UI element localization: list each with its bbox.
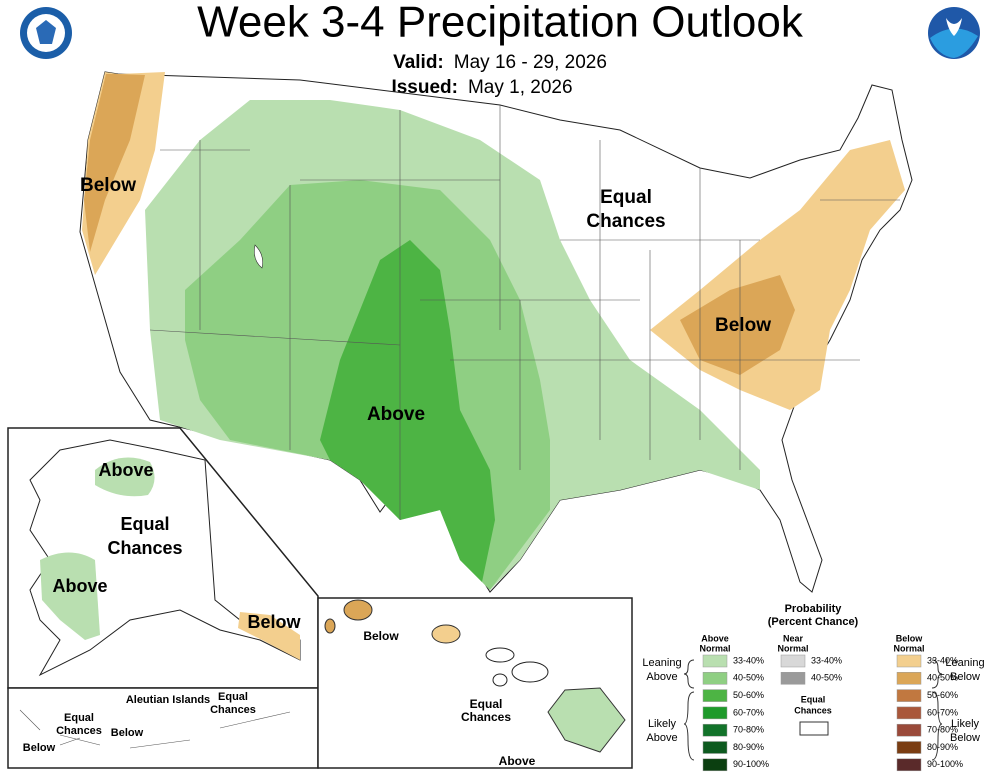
legend-item-label: 40-50% xyxy=(927,673,958,683)
legend-item-label: 50-60% xyxy=(927,690,958,700)
valid-dates: May 16 - 29, 2026 xyxy=(454,52,607,73)
alaska-inset xyxy=(7,427,319,769)
region-label: Chances xyxy=(586,211,665,232)
region-label: Above xyxy=(499,754,536,768)
legend-item-label: 50-60% xyxy=(733,690,764,700)
legend-swatch xyxy=(896,758,922,772)
legend-item-label: 80-90% xyxy=(733,742,764,752)
legend-swatch xyxy=(896,706,922,720)
legend-swatch xyxy=(702,654,728,668)
legend-swatch xyxy=(896,723,922,737)
legend-group-label: Below xyxy=(950,732,980,744)
commerce-logo xyxy=(20,7,72,59)
legend-swatch xyxy=(896,689,922,702)
legend-group-label: Below xyxy=(950,671,980,683)
legend-title: Probability xyxy=(785,603,843,615)
region-label: Equal xyxy=(470,697,503,711)
legend-item-label: 70-80% xyxy=(927,725,958,735)
legend-item-label: 33-40% xyxy=(927,655,958,665)
legend-swatch xyxy=(702,758,728,772)
region-label: Above xyxy=(52,576,107,596)
legend-column-header: Normal xyxy=(777,643,808,653)
legend-group-label: Above xyxy=(646,671,677,683)
legend-item-label: 40-50% xyxy=(811,673,842,683)
legend-column-header: Above xyxy=(701,633,729,643)
legend-swatch xyxy=(702,723,728,737)
legend-swatch xyxy=(780,672,806,685)
legend-swatch xyxy=(896,741,922,754)
legend-equal-label: Equal xyxy=(801,694,826,704)
region-label: Below xyxy=(23,742,56,754)
issued-date: May 1, 2026 xyxy=(468,77,573,98)
region-label: Above xyxy=(98,460,153,480)
region-label: Equal xyxy=(120,514,169,534)
legend-item-label: 90-100% xyxy=(733,759,769,769)
legend-group-label: Above xyxy=(646,732,677,744)
legend-group-label: Leaning xyxy=(642,657,681,669)
region-label: Chances xyxy=(461,710,511,724)
legend-group-label: Likely xyxy=(648,718,677,730)
legend-item-label: 33-40% xyxy=(733,655,764,665)
title: Week 3-4 Precipitation Outlook xyxy=(197,0,804,47)
region-label: Below xyxy=(363,629,399,643)
region-label: Equal xyxy=(64,712,94,724)
legend-item-label: 60-70% xyxy=(733,707,764,717)
legend-item-label: 40-50% xyxy=(733,673,764,683)
region-label: Chances xyxy=(210,704,256,716)
region-label: Below xyxy=(80,175,136,196)
legend-swatch xyxy=(702,741,728,754)
region-label: Aleutian Islands xyxy=(126,694,210,706)
issued-label: Issued: xyxy=(391,77,458,98)
legend-swatch xyxy=(702,689,728,702)
valid-line: Valid: May 16 - 29, 2026 xyxy=(393,52,607,73)
legend-subtitle: (Percent Chance) xyxy=(768,616,859,628)
legend-item-label: 90-100% xyxy=(927,759,963,769)
legend-column-header: Normal xyxy=(699,643,730,653)
legend-group-label: Leaning xyxy=(945,657,984,669)
legend-swatch xyxy=(702,672,728,685)
region-label: Equal xyxy=(218,691,248,703)
region-label: Chances xyxy=(56,725,102,737)
legend-item-label: 33-40% xyxy=(811,655,842,665)
legend-item-label: 70-80% xyxy=(733,725,764,735)
legend-swatch xyxy=(702,706,728,720)
legend-column-header: Normal xyxy=(893,643,924,653)
legend-swatch xyxy=(799,721,829,736)
region-label: Below xyxy=(111,727,144,739)
region-label: Above xyxy=(367,404,425,425)
region-label: Below xyxy=(247,612,301,632)
legend-swatch xyxy=(896,672,922,685)
legend-column-header: Below xyxy=(896,633,924,643)
legend-item-label: 80-90% xyxy=(927,742,958,752)
legend-column-header: Near xyxy=(783,633,804,643)
legend-item-label: 60-70% xyxy=(927,707,958,717)
region-label: Below xyxy=(715,315,771,336)
region-label: Equal xyxy=(600,187,652,208)
conus xyxy=(79,71,913,593)
legend-group-label: Likely xyxy=(951,718,980,730)
noaa-logo xyxy=(928,7,980,59)
hawaii-inset xyxy=(317,597,633,769)
legend-swatch xyxy=(896,654,922,668)
legend-equal-label: Chances xyxy=(794,705,832,715)
legend-swatch xyxy=(780,654,806,668)
issued-line: Issued: May 1, 2026 xyxy=(391,77,572,98)
valid-label: Valid: xyxy=(393,52,444,73)
region-label: Chances xyxy=(107,538,182,558)
